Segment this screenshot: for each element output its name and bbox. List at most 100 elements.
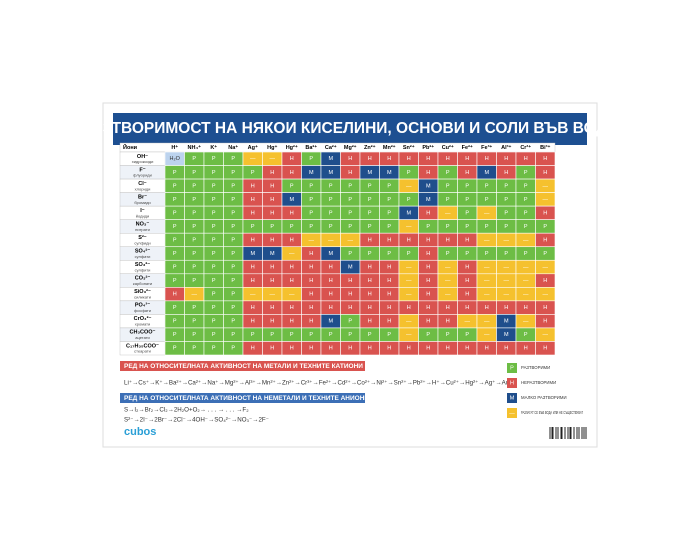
cell-text: Р [309,197,313,203]
cell [535,341,556,356]
cell-text: Н [543,237,547,243]
cell-text: — [270,156,276,162]
column-header: H⁺ [171,144,178,151]
legend-swatch [507,408,517,418]
cell-text: Р [212,170,216,176]
cell-text: — [523,292,529,298]
column-header: Hg²⁺ [286,144,298,151]
column-header: Hg⁺ [267,144,277,151]
cell-text: Р [524,183,528,189]
cell-text: Р [192,156,196,162]
cell-text: Н [348,305,352,311]
column-header: Mn²⁺ [383,144,396,151]
cell-text: Н [543,319,547,325]
cell-text: Н [348,346,352,352]
cell-text: М [270,251,275,257]
cell-text: Н [504,170,508,176]
cell-text: Р [212,210,216,216]
cell-text: Р [173,264,177,270]
column-header: Al³⁺ [501,144,511,151]
cell-text: Р [290,332,294,338]
cell-text: Н [407,346,411,352]
row-name: флуориди [133,173,152,178]
cell-text: Н [251,305,255,311]
cell-text: М [328,170,333,176]
cell-text: Р [446,170,450,176]
row-name: ацетати [135,335,150,340]
title-bar [113,113,587,145]
cell-text: Н [251,264,255,270]
row-name: силикати [134,295,151,300]
cell-text: Н [426,156,430,162]
cell-text: Н [270,210,274,216]
cell-text: Р [387,183,391,189]
cell-text: Н [329,292,333,298]
cell-text: — [465,319,471,325]
cell-text: Н [251,197,255,203]
brand-logo: cubos [124,426,156,438]
cell-text: Н [309,292,313,298]
cell-text: Р [309,183,313,189]
cell-text: — [309,237,315,243]
cell-text: Н [485,305,489,311]
nonmetals-series: S→I₂→Br₂→Cl₂→2H₂O+O₂→ . . . → . . . →F₂ [124,407,249,414]
cell-text: Р [173,237,177,243]
cell-text: Н [251,210,255,216]
row-ion: C₁₇H₃₅COO⁻ [126,343,159,349]
cell-text: Р [524,224,528,230]
cell-text: — [445,210,451,216]
cell-text: — [445,278,451,284]
cell-text: М [328,251,333,257]
cell-text: Р [192,332,196,338]
cell-text: Н [290,156,294,162]
cell-text: Н [504,305,508,311]
cell-text: Р [231,170,235,176]
cell-text: Р [524,332,528,338]
cell-text: Р [485,251,489,257]
cell-text: Р [231,183,235,189]
cell-text: Н [309,251,313,257]
cell-text: Р [309,156,313,162]
cell-text: — [406,292,412,298]
cell-text: Р [387,197,391,203]
cell-text: Р [368,251,372,257]
cell-text: Р [251,332,255,338]
cell-text: Н [387,305,391,311]
cell-text: — [484,210,490,216]
cell-text: Р [212,224,216,230]
cell-text: М [426,183,431,189]
cell-text: — [543,332,549,338]
cell-text: Н [270,237,274,243]
cell-text: Н [309,278,313,284]
row-ion: F⁻ [139,167,145,173]
column-header: Sn²⁺ [403,144,415,151]
row-name: нитрати [135,227,150,232]
cell-text: Н [270,319,274,325]
cell-text: Р [231,278,235,284]
cell-text: — [504,264,510,270]
cell-text: М [289,197,294,203]
column-header: Ba²⁺ [305,144,317,151]
column-header: Fe²⁺ [462,144,473,151]
legend-swatch [507,378,517,388]
cell-text: Р [173,305,177,311]
cell-text: — [406,319,412,325]
cell-text: Р [329,210,333,216]
cell-text: Н [543,346,547,352]
cell-text: Н [465,305,469,311]
cell-text: Р [192,346,196,352]
cell-text: Р [212,319,216,325]
cell-text: Р [446,183,450,189]
cell-text: Н [251,319,255,325]
cell-text: М [328,319,333,325]
row-ion: OH⁻ [137,154,148,160]
cell-text: Р [192,224,196,230]
column-header: Na⁺ [228,144,238,151]
cell-text: Н [368,319,372,325]
cell-text: Р [270,332,274,338]
cell-text: Р [173,183,177,189]
cell-text: Р [524,210,528,216]
cell-text: Р [212,332,216,338]
cell-text: Н [524,305,528,311]
cell-text: — [406,278,412,284]
